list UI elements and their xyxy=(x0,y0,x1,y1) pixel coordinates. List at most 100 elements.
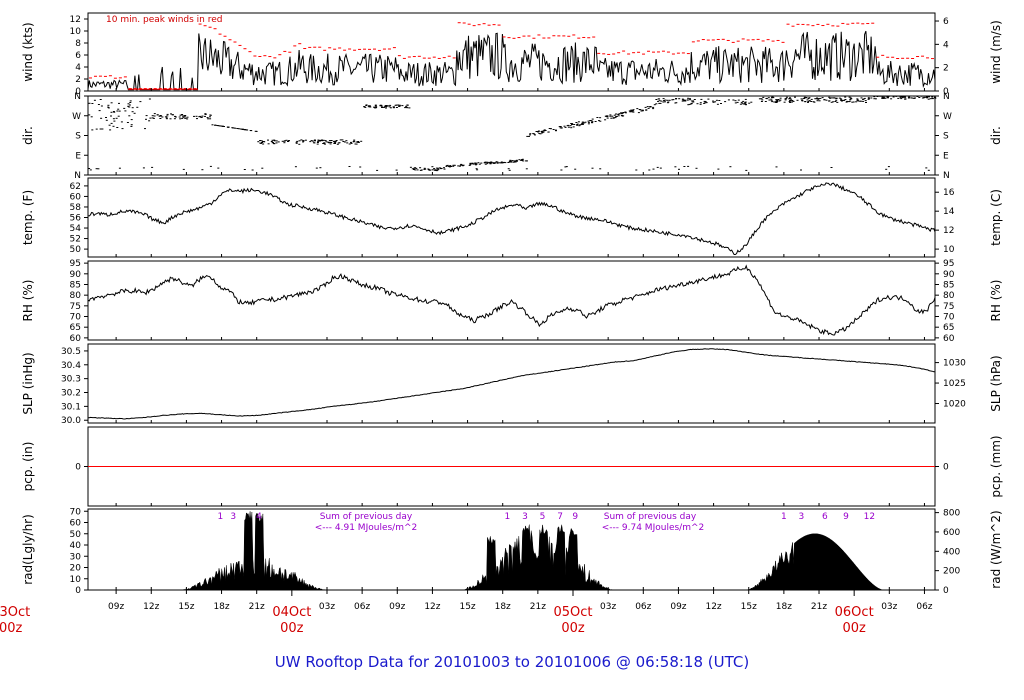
dir-point xyxy=(508,160,511,162)
series-line-rh xyxy=(87,264,936,336)
dir-point xyxy=(110,115,112,117)
dir-point xyxy=(270,141,273,142)
dir-point xyxy=(246,129,249,131)
dir-point xyxy=(683,99,686,101)
dir-point xyxy=(392,106,395,108)
dir-point xyxy=(810,101,813,102)
dir-point xyxy=(117,108,120,110)
dir-point xyxy=(539,133,542,135)
dir-point xyxy=(401,105,404,107)
dir-point xyxy=(398,105,400,107)
dir-point xyxy=(317,140,320,142)
dir-point xyxy=(818,100,821,102)
dir-point xyxy=(277,141,280,143)
dir-point xyxy=(148,98,151,100)
dir-point xyxy=(548,128,551,129)
dir-point xyxy=(926,96,928,98)
dir-point xyxy=(443,167,445,169)
xtick-label: 03z xyxy=(881,602,897,612)
dir-point xyxy=(803,98,806,99)
dir-point xyxy=(789,100,791,102)
dir-point xyxy=(181,117,184,119)
dir-point xyxy=(620,115,623,116)
dir-point xyxy=(355,141,358,143)
xtick-label: 21z xyxy=(811,602,827,612)
dir-point xyxy=(632,109,635,111)
dir-point xyxy=(327,141,330,143)
dir-point xyxy=(887,166,890,168)
dir-point xyxy=(892,96,895,98)
dir-point xyxy=(571,123,574,125)
dir-point xyxy=(794,96,796,98)
xtick-label: 09z xyxy=(389,602,405,612)
xtick-label: 03z xyxy=(319,602,335,612)
dir-point xyxy=(214,124,217,126)
dir-point xyxy=(644,106,647,108)
dir-point xyxy=(107,107,110,109)
dir-point xyxy=(262,143,265,145)
dir-point xyxy=(829,97,832,99)
dir-point xyxy=(653,104,656,106)
dir-point xyxy=(609,115,612,117)
dir-point xyxy=(862,100,865,102)
dir-point xyxy=(153,113,156,115)
dir-point xyxy=(899,95,902,97)
xtick-label: 18z xyxy=(776,602,792,612)
dir-point xyxy=(687,97,690,99)
series-line-temp xyxy=(87,182,936,255)
dir-point xyxy=(918,97,921,98)
dir-point xyxy=(381,107,383,108)
dir-point xyxy=(929,98,932,100)
dir-point xyxy=(458,165,461,167)
dir-point xyxy=(164,116,167,118)
dir-point xyxy=(807,98,810,99)
dir-point xyxy=(174,116,177,118)
dir-point xyxy=(294,166,297,168)
solar-hour-marker: 4 xyxy=(256,512,262,522)
dir-point xyxy=(788,101,791,103)
ytick-label-left-slp: 30.3 xyxy=(61,375,81,385)
dir-point xyxy=(374,104,377,106)
dir-point xyxy=(436,169,439,171)
dir-point xyxy=(367,106,370,108)
dir-point xyxy=(907,97,910,99)
dir-point xyxy=(884,97,887,99)
dir-point xyxy=(285,139,288,141)
dir-point xyxy=(508,161,511,163)
ytick-label-right-rh: 75 xyxy=(943,302,954,312)
dir-point xyxy=(674,102,677,104)
ytick-label-right-dir: S xyxy=(943,132,949,142)
dir-point xyxy=(313,139,316,141)
dir-point xyxy=(537,131,540,132)
dir-point xyxy=(99,128,102,130)
xtick-label: 12z xyxy=(143,602,159,612)
dir-point xyxy=(587,123,590,125)
dir-point xyxy=(691,100,693,102)
dir-point xyxy=(830,101,833,103)
dir-point xyxy=(704,102,707,104)
ytick-label-left-rh: 75 xyxy=(70,302,81,312)
dir-point xyxy=(834,101,837,102)
dir-point xyxy=(100,117,103,119)
dir-point xyxy=(267,143,270,145)
dir-point xyxy=(234,127,237,129)
dir-point xyxy=(771,96,774,98)
dir-point xyxy=(567,126,570,128)
dir-point xyxy=(386,105,389,107)
xtick-label: 15z xyxy=(178,602,194,612)
solar-sum-value-1: <--- 4.91 MJoules/m^2 xyxy=(315,523,417,533)
panel-frame-wind xyxy=(87,12,936,92)
ytick-label-right-temp: 10 xyxy=(943,245,955,255)
dir-point xyxy=(128,104,131,106)
dir-point xyxy=(617,114,620,115)
dir-point xyxy=(376,169,379,171)
dir-point xyxy=(419,169,422,171)
dir-point xyxy=(544,130,547,131)
dir-point xyxy=(332,140,335,142)
dir-point xyxy=(695,167,698,169)
ytick-label-right-rh: 70 xyxy=(943,313,955,323)
dir-point xyxy=(836,101,839,103)
ytick-label-left-temp: 54 xyxy=(70,224,82,234)
dir-point xyxy=(529,133,532,135)
